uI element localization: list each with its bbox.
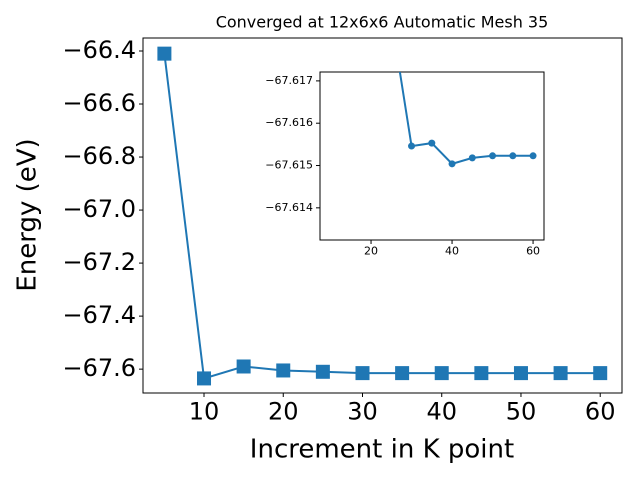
x-tick-label: 10 xyxy=(189,397,220,425)
marker xyxy=(197,371,212,386)
marker xyxy=(489,152,497,160)
x-tick-label: 60 xyxy=(526,245,540,258)
plot-content xyxy=(157,46,608,386)
marker xyxy=(513,366,528,381)
x-axis-label: Increment in K point xyxy=(250,435,514,465)
plot-content xyxy=(398,72,537,168)
y-axis-label: Energy (eV) xyxy=(13,138,43,291)
x-tick-label: 30 xyxy=(347,397,378,425)
marker xyxy=(157,46,172,61)
y-tick-label: −67.615 xyxy=(265,159,313,172)
y-tick-label: −67.6 xyxy=(62,354,136,382)
x-tick-label: 60 xyxy=(585,397,616,425)
marker xyxy=(529,152,537,160)
y-tick-label: −66.4 xyxy=(62,36,136,64)
y-tick-label: −67.617 xyxy=(265,74,313,87)
y-tick-label: −67.616 xyxy=(265,116,313,129)
marker xyxy=(474,366,489,381)
chart-title: Converged at 12x6x6 Automatic Mesh 35 xyxy=(216,13,549,32)
x-tick-label: 50 xyxy=(506,397,537,425)
x-tick-label: 20 xyxy=(268,397,299,425)
marker xyxy=(355,366,370,381)
y-tick-label: −66.6 xyxy=(62,89,136,117)
x-tick-label: 20 xyxy=(364,245,378,258)
marker xyxy=(236,359,251,374)
y-tick-label: −67.2 xyxy=(62,248,136,276)
y-tick-label: −67.614 xyxy=(265,201,313,214)
marker xyxy=(553,366,568,381)
y-tick-label: −67.0 xyxy=(62,195,136,223)
marker xyxy=(408,142,416,150)
marker xyxy=(593,366,608,381)
marker xyxy=(315,364,330,379)
marker xyxy=(395,366,410,381)
marker xyxy=(428,139,436,147)
x-tick-label: 40 xyxy=(426,397,457,425)
y-tick-label: −66.8 xyxy=(62,142,136,170)
marker xyxy=(509,152,517,160)
marker xyxy=(448,160,456,168)
marker xyxy=(434,366,449,381)
marker xyxy=(468,154,476,162)
y-tick-label: −67.4 xyxy=(62,301,136,329)
x-tick-label: 40 xyxy=(445,245,459,258)
marker xyxy=(276,363,291,378)
